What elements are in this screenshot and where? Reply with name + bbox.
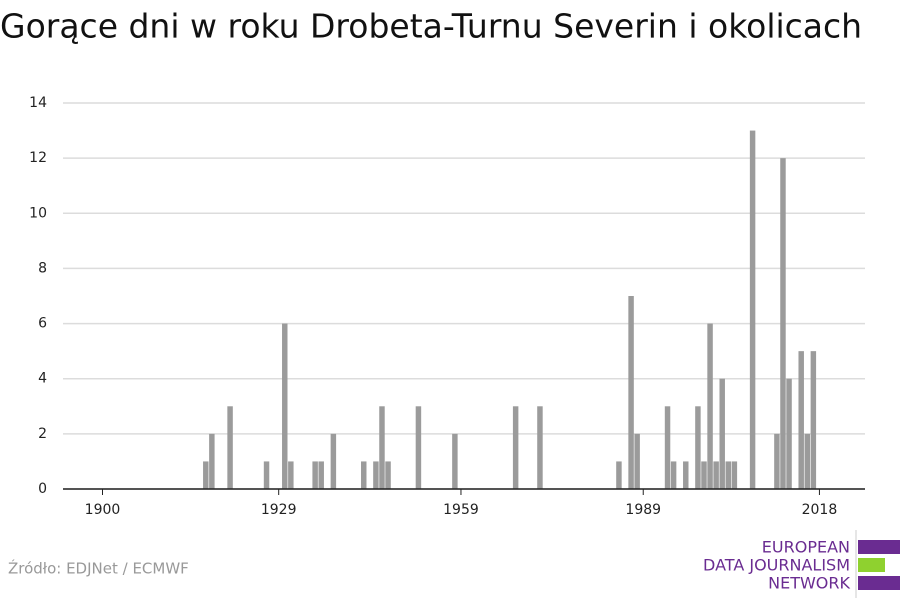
chart-title: Gorące dni w roku Drobeta-Turnu Severin … — [0, 7, 862, 46]
logo: EUROPEAN DATA JOURNALISM NETWORK — [703, 530, 900, 598]
bar — [373, 461, 379, 489]
bar — [452, 433, 458, 489]
bar — [318, 461, 324, 489]
bar — [713, 461, 719, 489]
bar — [798, 351, 804, 489]
y-tick-label: 4 — [38, 371, 47, 387]
bar — [683, 461, 689, 489]
y-tick-label: 0 — [38, 481, 47, 497]
y-tick-label: 2 — [38, 426, 47, 442]
bar — [616, 461, 622, 489]
bar — [227, 406, 233, 489]
x-tick-label: 2018 — [802, 502, 838, 518]
source: Źródło: EDJNet / ECMWF — [8, 559, 189, 578]
bar — [780, 158, 786, 489]
bar — [725, 461, 732, 489]
bar — [209, 433, 215, 489]
y-tick-label: 12 — [29, 150, 47, 166]
bar — [804, 433, 811, 489]
logo-bar — [858, 558, 885, 572]
bar — [203, 461, 209, 489]
x-tick-label: 1959 — [443, 502, 479, 518]
bar — [749, 130, 756, 490]
bar — [774, 433, 780, 489]
bar — [282, 323, 288, 489]
x-tick-label: 1929 — [261, 502, 297, 518]
bar — [670, 461, 677, 489]
bar — [664, 406, 671, 489]
logo-text: DATA JOURNALISM — [703, 556, 850, 575]
bar — [695, 406, 701, 489]
y-tick-label: 14 — [29, 95, 47, 111]
bar — [512, 406, 519, 489]
bar — [312, 461, 318, 489]
bar — [537, 406, 543, 489]
logo-text: NETWORK — [768, 574, 850, 593]
logo-text: EUROPEAN — [762, 538, 850, 557]
y-tick-label: 6 — [38, 316, 47, 332]
bar — [385, 461, 391, 489]
bar — [361, 461, 367, 489]
bar — [731, 461, 738, 489]
bar — [288, 461, 294, 489]
bar — [707, 323, 713, 489]
logo-bar — [858, 540, 900, 554]
bar — [628, 296, 634, 489]
bar — [786, 378, 792, 489]
x-tick-label: 1900 — [85, 502, 121, 518]
bar — [263, 461, 270, 489]
y-tick-label: 10 — [29, 205, 47, 221]
bar — [810, 351, 817, 489]
bar — [379, 406, 385, 489]
bar — [330, 433, 337, 489]
bar — [701, 461, 707, 489]
logo-bar — [858, 576, 900, 590]
bar — [719, 378, 725, 489]
x-tick-label: 1989 — [625, 502, 661, 518]
bar — [634, 433, 640, 489]
y-tick-label: 8 — [38, 260, 47, 276]
bar — [415, 406, 422, 489]
